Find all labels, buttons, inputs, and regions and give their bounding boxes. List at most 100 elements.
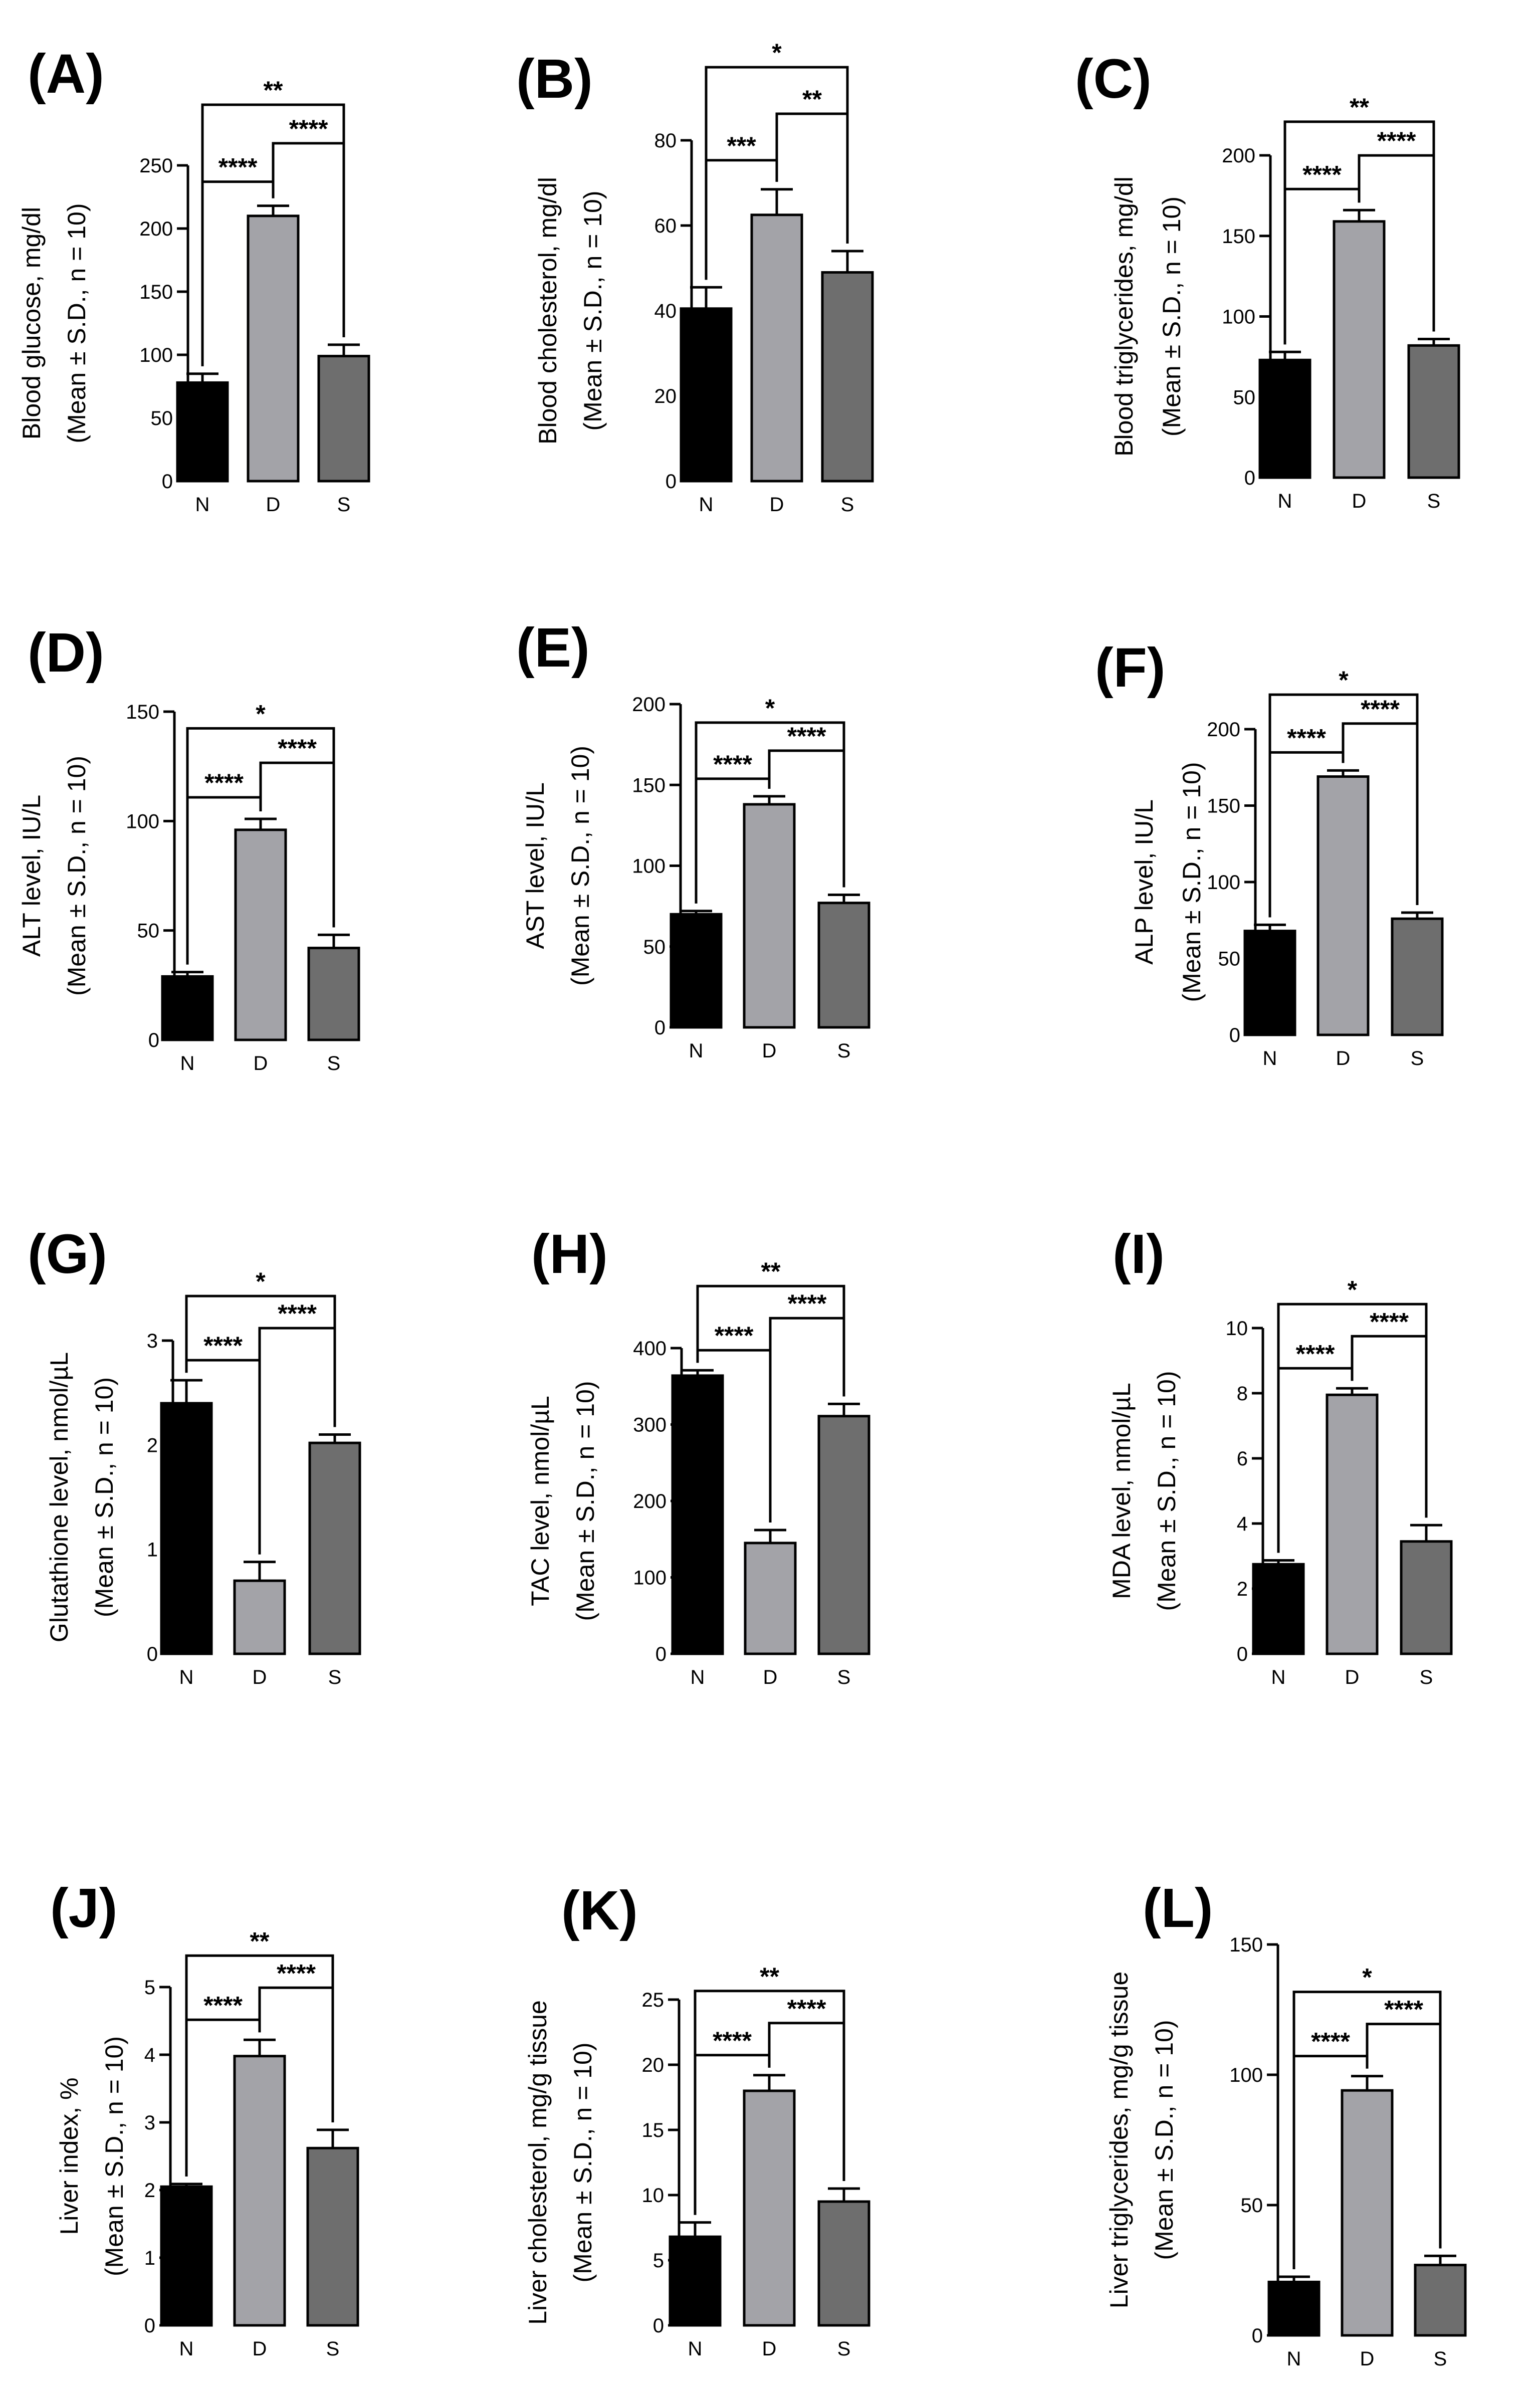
y-axis-label: Blood cholesterol, mg/dl [534, 177, 562, 445]
significance-label: **** [278, 1299, 317, 1328]
y-tick-label: 200 [632, 694, 666, 716]
y-axis-label: (Mean ± S.D., n = 10) [1153, 1371, 1181, 1611]
bar-n [1258, 358, 1311, 479]
bar-s [1391, 917, 1444, 1036]
y-tick-label: 200 [139, 218, 173, 240]
panel-label: (F) [1095, 637, 1165, 699]
panel-d: (D) 0 50 100 150 ALT level, IU/L (Mean ± S.D.,… [18, 622, 360, 1074]
panel-k: (K) 0 5 10 15 20 25 Liver cholesterol, mg/g tis… [524, 1880, 870, 2360]
bar-d [233, 1579, 286, 1655]
panel-g: (G) 0 1 2 3 Glutathione level, nmol/µL (Mean ±… [28, 1223, 361, 1688]
panel-label: (L) [1143, 1877, 1213, 1939]
x-category-label: D [254, 1052, 268, 1074]
y-axis-label: (Mean ± S.D., n = 10) [100, 2036, 128, 2276]
x-category-label: S [837, 2338, 851, 2360]
x-category-label: N [180, 1052, 195, 1074]
y-tick-label: 0 [1252, 2325, 1263, 2347]
y-axis-label: (Mean ± S.D., n = 10) [569, 2042, 597, 2282]
y-tick-label: 100 [632, 855, 666, 878]
y-axis-label: (Mean ± S.D., n = 10) [579, 190, 607, 430]
y-tick-label: 2 [144, 2180, 155, 2202]
significance-label: **** [1311, 2028, 1350, 2056]
y-axis-label: AST level, IU/L [521, 782, 549, 949]
significance-bracket [694, 1990, 845, 2215]
x-category-label: D [1345, 1666, 1360, 1688]
x-category-label: S [326, 2338, 340, 2360]
significance-label: **** [277, 1959, 316, 1987]
y-tick-label: 15 [642, 2119, 665, 2141]
bar-s [817, 1415, 870, 1655]
bar-s [317, 355, 370, 483]
panel-label: (I) [1113, 1223, 1165, 1285]
y-tick-label: 400 [633, 1338, 667, 1360]
y-axis-label: (Mean ± S.D., n = 10) [63, 203, 91, 443]
significance-label: * [772, 39, 782, 67]
bar-n [1252, 1563, 1305, 1655]
panel-label: (C) [1075, 48, 1152, 110]
x-category-label: S [328, 1666, 342, 1688]
bar-d [247, 214, 300, 483]
y-axis-label: (Mean ± S.D., n = 10) [90, 1377, 118, 1617]
panel-h: (H) 0 100 200 300 400 TAC level, nmol/µL (Mean … [526, 1223, 870, 1688]
y-tick-label: 20 [642, 2054, 665, 2076]
significance-label: * [256, 1267, 266, 1295]
x-category-label: D [253, 1666, 267, 1688]
significance-label: **** [218, 153, 258, 181]
y-tick-label: 0 [147, 1643, 158, 1665]
significance-label: **** [787, 1995, 826, 2023]
y-tick-label: 100 [1222, 306, 1255, 328]
bar-n [669, 2235, 722, 2327]
y-tick-label: 50 [137, 920, 160, 942]
bar-s [817, 2200, 870, 2327]
y-axis-label: (Mean ± S.D., n = 10) [1158, 196, 1186, 437]
y-tick-label: 5 [144, 1977, 155, 1999]
x-category-label: N [689, 1040, 704, 1062]
y-tick-label: 2 [1237, 1578, 1248, 1600]
x-category-label: D [1336, 1047, 1351, 1069]
y-tick-label: 150 [126, 701, 159, 723]
significance-label: ** [250, 1927, 270, 1955]
panel-l: (L) 0 50 100 150 Liver triglycerides, mg/g ti… [1105, 1877, 1467, 2370]
y-tick-label: 3 [144, 2112, 155, 2134]
y-tick-label: 4 [144, 2044, 155, 2066]
y-tick-label: 50 [1241, 2195, 1263, 2217]
y-tick-label: 0 [654, 1017, 666, 1039]
y-axis-label: (Mean ± S.D., n = 10) [1178, 762, 1206, 1002]
y-axis-label: Blood glucose, mg/dl [18, 207, 46, 440]
y-tick-label: 150 [1207, 795, 1240, 817]
y-tick-label: 100 [1229, 2064, 1263, 2086]
y-axis-label: (Mean ± S.D., n = 10) [63, 756, 91, 996]
bar-s [308, 1441, 361, 1655]
y-tick-label: 50 [1233, 386, 1256, 408]
bar-s [817, 902, 870, 1029]
panel-j: (J) 0 1 2 3 4 5 Liver index, % (Mean ± S.D., n =… [50, 1877, 359, 2360]
panel-c: (C) 0 50 100 150 200 Blood triglycerides, mg/d… [1075, 48, 1460, 512]
y-tick-label: 5 [653, 2250, 664, 2272]
significance-label: *** [727, 132, 756, 160]
y-axis-label: Liver cholesterol, mg/g tissue [524, 2000, 552, 2325]
panel-label: (G) [28, 1223, 107, 1285]
y-tick-label: 50 [643, 936, 666, 958]
bar-d [1326, 1393, 1379, 1655]
y-tick-label: 4 [1237, 1513, 1248, 1535]
bar-n [670, 913, 723, 1029]
bar-d [743, 803, 796, 1029]
panel-a: (A) 0 50 100 150 200 250 Blood glucose, mg/dl (M… [18, 43, 370, 516]
y-tick-label: 150 [1222, 226, 1255, 248]
y-tick-label: 200 [1222, 145, 1255, 167]
y-tick-label: 300 [633, 1414, 667, 1436]
bar-n [1267, 2280, 1321, 2337]
bar-d [1341, 2089, 1394, 2337]
significance-label: **** [203, 1991, 243, 2019]
y-tick-label: 0 [144, 2315, 155, 2337]
y-tick-label: 20 [654, 385, 677, 407]
significance-label: **** [278, 734, 317, 762]
bar-d [1333, 220, 1386, 479]
significance-label: **** [1361, 695, 1400, 723]
y-tick-label: 6 [1237, 1448, 1248, 1470]
y-axis-label: Blood triglycerides, mg/dl [1110, 176, 1138, 457]
bar-d [743, 2089, 796, 2327]
y-tick-label: 150 [632, 774, 666, 796]
panel-f: (F) 0 50 100 150 200 ALP level, IU/L (Mean ± S.… [1095, 637, 1444, 1069]
y-tick-label: 100 [633, 1567, 667, 1589]
